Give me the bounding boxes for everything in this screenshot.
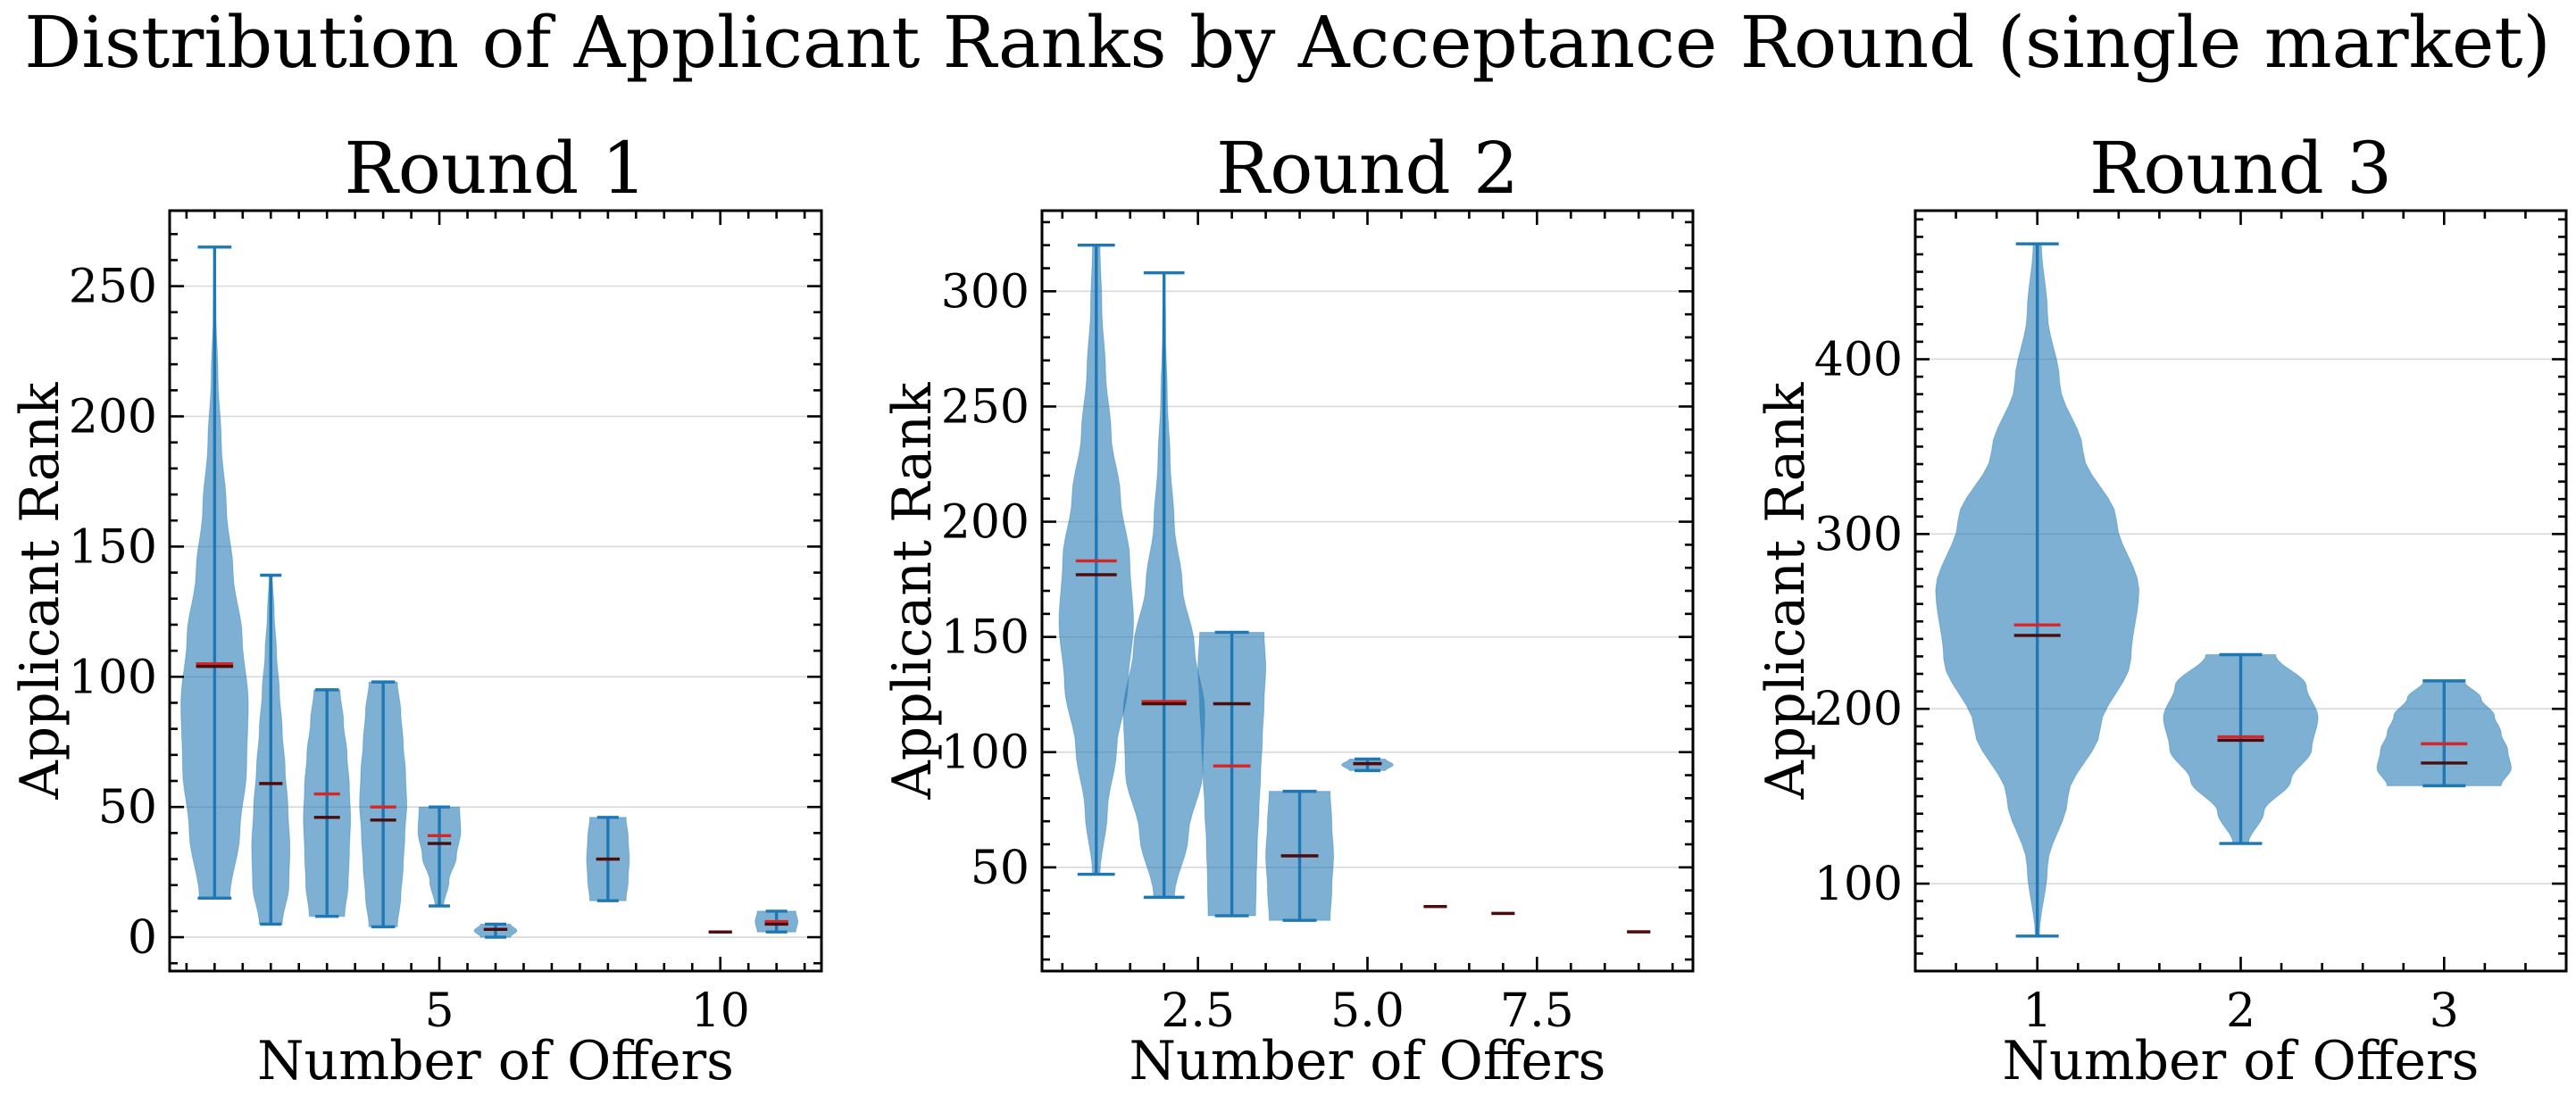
y-axis-label: Applicant Rank (9, 382, 71, 801)
subplot-1: 0 50 100 150 200 250 5 10 Round 1 Number of Offer… (9, 127, 823, 1092)
y-axis-label: Applicant Rank (881, 382, 944, 801)
violin (303, 688, 352, 918)
x-tick-label: 1 (2022, 984, 2052, 1038)
subplot-title: Round 1 (345, 127, 647, 210)
subplot-2: 50 100 150 200 250 300 2.5 5.0 7.5 Round 2 Number … (881, 127, 1695, 1092)
violin (586, 816, 630, 902)
y-tick-label: 50 (971, 842, 1030, 895)
y-tick-label: 150 (941, 611, 1030, 665)
plot-frame (1040, 209, 1695, 973)
violin (1265, 789, 1334, 922)
y-tick-label: 100 (1814, 858, 1903, 911)
violin (473, 922, 518, 939)
y-tick-label: 200 (941, 496, 1030, 550)
y-tick-label: 250 (69, 261, 157, 314)
y-tick-label: 100 (69, 651, 157, 704)
x-tick-label: 7.5 (1500, 984, 1574, 1038)
y-tick-label: 400 (1814, 333, 1903, 386)
y-tick-label: 0 (128, 911, 157, 965)
y-tick-label: 100 (941, 727, 1030, 780)
y-tick-label: 150 (69, 520, 157, 574)
violin (2376, 679, 2513, 788)
x-tick-label: 2.5 (1161, 984, 1235, 1038)
violin (180, 245, 249, 901)
y-axis-label: Applicant Rank (1755, 382, 1817, 801)
y-tick-label: 200 (69, 391, 157, 444)
violin (417, 805, 462, 908)
violin (359, 680, 408, 929)
x-axis-label: Number of Offers (1130, 1030, 1606, 1092)
figure-title: Distribution of Applicant Ranks by Accep… (24, 1, 2551, 84)
violin (1122, 271, 1205, 900)
violin (251, 573, 291, 926)
x-axis-label: Number of Offers (257, 1030, 734, 1092)
subplot-title: Round 3 (2089, 127, 2392, 210)
x-tick-label: 5 (425, 984, 454, 1038)
violin (2163, 652, 2319, 845)
violin (1935, 242, 2140, 938)
violin (1341, 757, 1394, 773)
violin (1197, 630, 1267, 917)
x-tick-label: 2 (2226, 984, 2255, 1038)
violin (754, 909, 799, 934)
subplot-title: Round 2 (1216, 127, 1519, 210)
y-tick-label: 200 (1814, 683, 1903, 736)
violin (1058, 244, 1135, 876)
y-tick-label: 250 (941, 380, 1030, 434)
x-tick-label: 3 (2430, 984, 2459, 1038)
y-tick-label: 50 (98, 781, 157, 834)
y-tick-label: 300 (941, 265, 1030, 319)
x-tick-label: 10 (691, 984, 750, 1038)
y-tick-label: 300 (1814, 508, 1903, 561)
subplot-3: 100 200 300 400 1 2 3 Round 3 Number of Offers Ap… (1755, 127, 2568, 1092)
x-axis-label: Number of Offers (2003, 1030, 2480, 1092)
x-tick-label: 5.0 (1330, 984, 1405, 1038)
